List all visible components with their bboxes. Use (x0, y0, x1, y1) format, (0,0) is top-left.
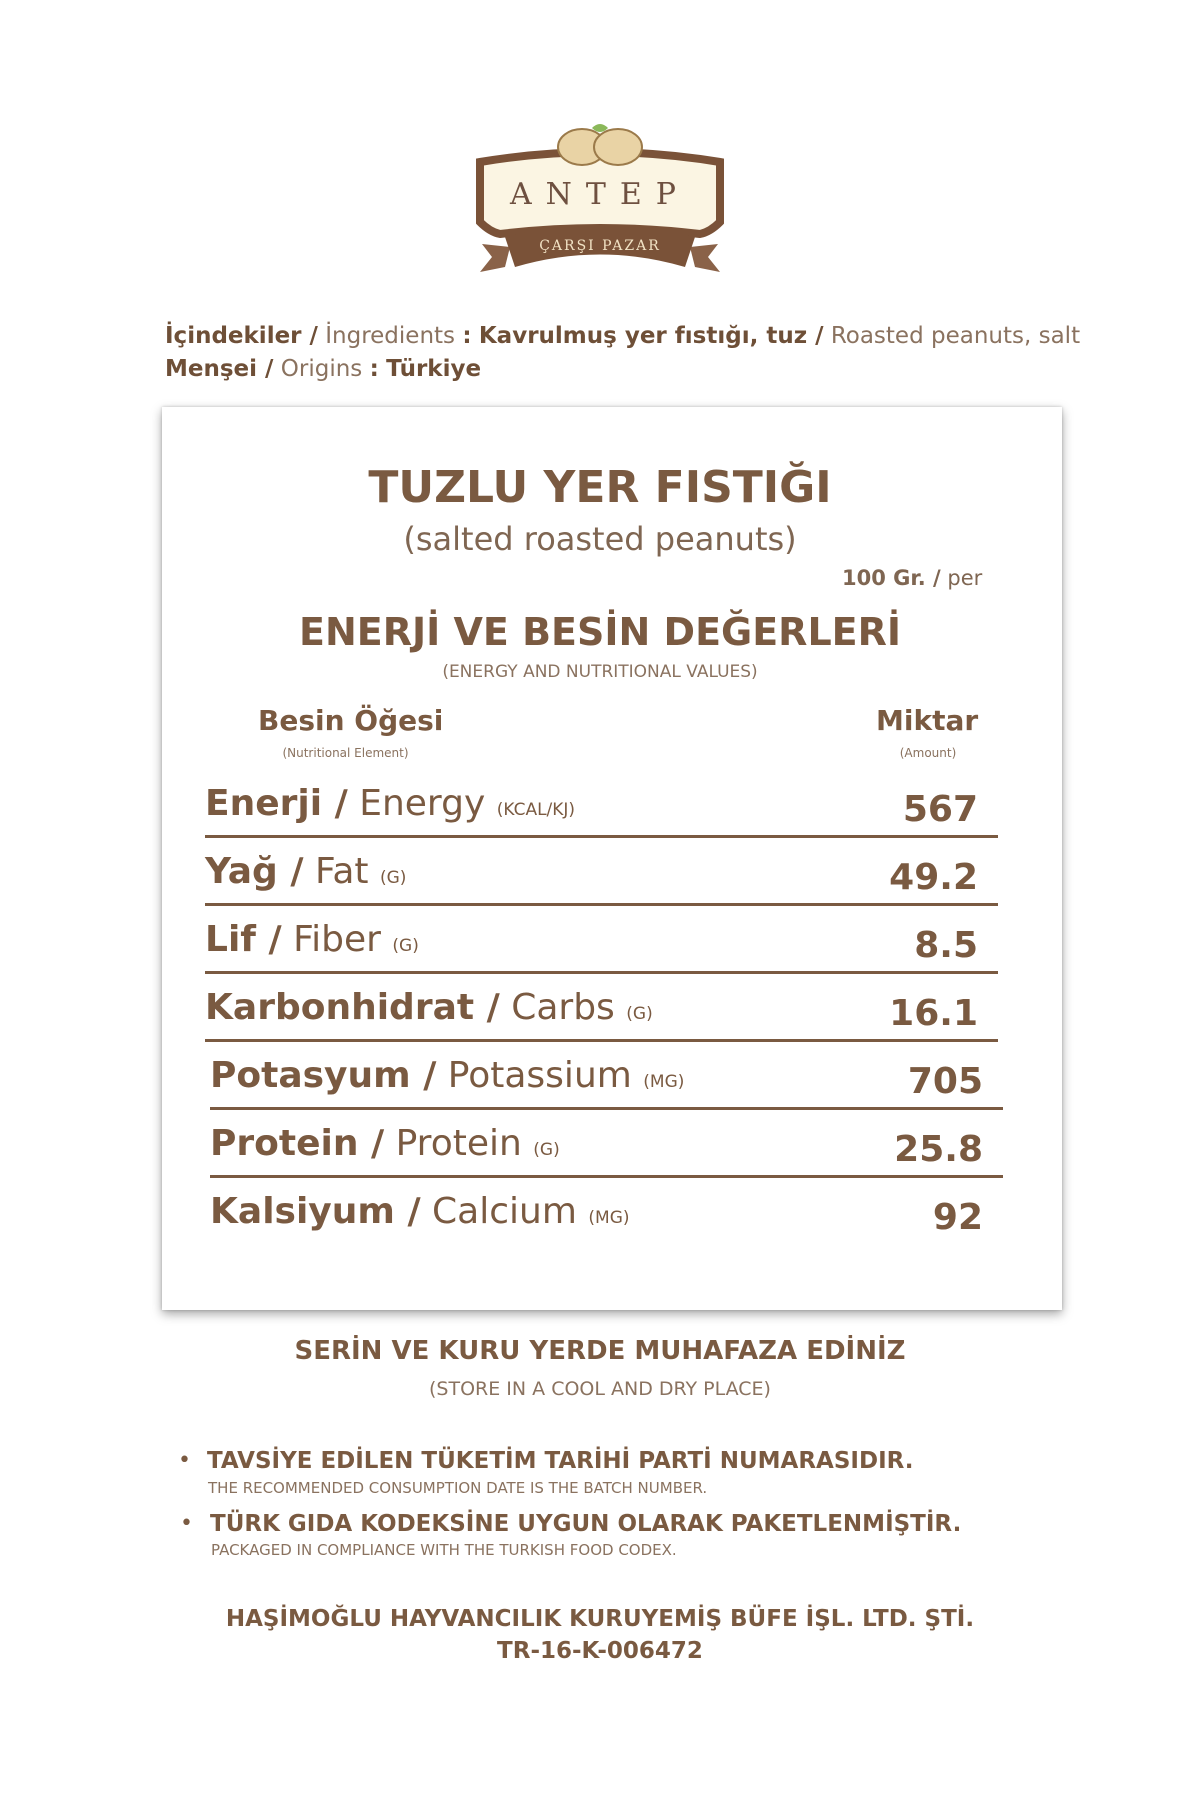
nutrition-row: Karbonhidrat / Carbs (G) 16.1 (205, 974, 998, 1042)
row-divider (205, 903, 998, 906)
nutrient-name: Enerji / Energy (KCAL/KJ) (205, 783, 576, 824)
row-divider (205, 1039, 998, 1042)
svg-text:ANTEP: ANTEP (509, 177, 690, 212)
nutrition-row: Enerji / Energy (KCAL/KJ) 567 (205, 770, 998, 838)
nutrition-row: Protein / Protein (G) 25.8 (210, 1110, 1003, 1178)
nutrient-value: 49.2 (889, 857, 978, 898)
nutrition-heading-sub: (ENERGY AND NUTRITIONAL VALUES) (442, 662, 758, 682)
ingredients-line: İçindekiler / İngredients : Kavrulmuş ye… (165, 323, 1081, 349)
per-label: 100 Gr. / per (842, 566, 983, 590)
nutrition-row: Lif / Fiber (G) 8.5 (205, 906, 998, 974)
col-amount-sub: (Amount) (899, 746, 957, 760)
row-divider (210, 1175, 1003, 1178)
nutrient-name: Karbonhidrat / Carbs (G) (205, 987, 653, 1028)
nutrient-value: 8.5 (914, 925, 978, 966)
nutrition-row: Potasyum / Potassium (MG) 705 (210, 1042, 1003, 1110)
col-element-header: Besin Öğesi (258, 704, 444, 737)
row-divider (205, 835, 998, 838)
company-code: TR-16-K-006472 (497, 1638, 703, 1664)
note-1: TAVSİYE EDİLEN TÜKETİM TARİHİ PARTİ NUMA… (207, 1448, 914, 1474)
nutrition-heading: ENERJİ VE BESİN DEĞERLERİ (298, 610, 902, 654)
bullet-icon: • (180, 1511, 193, 1536)
col-element-sub: (Nutritional Element) (282, 746, 409, 760)
col-amount-header: Miktar (876, 704, 979, 737)
company-name: HAŞİMOĞLU HAYVANCILIK KURUYEMİŞ BÜFE İŞL… (225, 1606, 975, 1632)
nutrient-value: 705 (907, 1061, 983, 1102)
nutrition-row: Kalsiyum / Calcium (MG) 92 (210, 1178, 1003, 1246)
product-subtitle: (salted roasted peanuts) (403, 520, 797, 558)
note-2: TÜRK GIDA KODEKSİNE UYGUN OLARAK PAKETLE… (210, 1511, 962, 1537)
antep-carsi-pazar-logo: ANTEP ÇARŞI PAZAR (476, 124, 724, 272)
product-title: TUZLU YER FISTIĞI (368, 462, 832, 513)
note-2-en: PACKAGED IN COMPLIANCE WITH THE TURKISH … (211, 1541, 677, 1559)
bullet-icon: • (178, 1448, 191, 1473)
nutrient-name: Protein / Protein (G) (210, 1123, 560, 1164)
nutrient-name: Yağ / Fat (G) (205, 851, 407, 892)
nutrient-name: Potasyum / Potassium (MG) (210, 1055, 685, 1096)
note-1-en: THE RECOMMENDED CONSUMPTION DATE IS THE … (208, 1479, 708, 1497)
svg-text:ÇARŞI PAZAR: ÇARŞI PAZAR (539, 238, 661, 254)
nutrient-value: 92 (932, 1197, 983, 1238)
origin-line: Menşei / Origins : Türkiye (165, 356, 482, 382)
nutrient-value: 25.8 (894, 1129, 983, 1170)
row-divider (210, 1107, 1003, 1110)
nutrient-value: 16.1 (889, 993, 978, 1034)
storage-instruction-en: (STORE IN A COOL AND DRY PLACE) (429, 1378, 771, 1400)
nutrition-card (162, 407, 1062, 1310)
nutrient-value: 567 (902, 789, 978, 830)
storage-instruction: SERİN VE KURU YERDE MUHAFAZA EDİNİZ (294, 1336, 906, 1366)
nutrient-name: Kalsiyum / Calcium (MG) (210, 1191, 630, 1232)
nutrition-row: Yağ / Fat (G) 49.2 (205, 838, 998, 906)
row-divider (205, 971, 998, 974)
nutrient-name: Lif / Fiber (G) (205, 919, 419, 960)
